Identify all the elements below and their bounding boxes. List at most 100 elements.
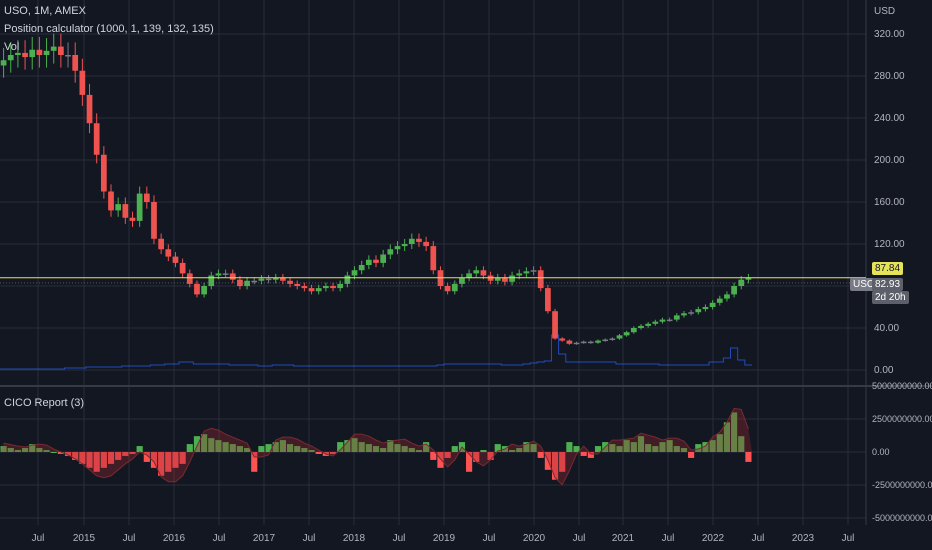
candle-body — [179, 262, 186, 274]
candle-body — [208, 275, 215, 286]
candle-body — [165, 249, 172, 257]
osc-bar — [530, 444, 537, 452]
osc-bar — [57, 452, 64, 454]
osc-line — [3, 407, 749, 486]
candle-body — [229, 273, 236, 280]
osc-bar — [265, 444, 272, 452]
candle-body — [344, 275, 351, 284]
osc-bar — [272, 442, 279, 452]
time-label: Jul — [752, 533, 765, 544]
candle-body — [552, 311, 558, 339]
osc-bar — [236, 446, 244, 452]
candle-body — [473, 270, 480, 274]
osc-bar — [487, 452, 494, 460]
candle-body — [580, 341, 587, 344]
candle-body — [15, 52, 21, 55]
osc-bar — [444, 452, 451, 458]
candle-body — [666, 319, 673, 322]
candle-body — [688, 312, 694, 314]
countdown-tag: 2d 20h — [872, 291, 909, 304]
candle-body — [545, 288, 551, 312]
candle-body — [595, 340, 601, 343]
candle-body — [72, 55, 79, 71]
candle-body — [373, 259, 379, 263]
osc-bar — [258, 446, 265, 452]
candle-body — [380, 254, 387, 263]
candle-body — [566, 340, 573, 344]
candle-body — [79, 70, 86, 95]
osc-bar — [508, 450, 516, 452]
osc-bar — [122, 452, 129, 456]
candle-body — [387, 249, 394, 255]
candle-body — [186, 273, 193, 284]
candle-body — [716, 298, 723, 303]
osc-bar — [43, 450, 50, 452]
osc-bar — [86, 452, 93, 468]
candle-body — [652, 321, 659, 324]
osc-bar — [473, 452, 480, 462]
osc-bar — [208, 438, 215, 452]
osc-bar — [451, 446, 458, 452]
osc-bar — [702, 442, 709, 452]
candle-body — [237, 279, 243, 286]
osc-bar — [594, 446, 602, 452]
osc-bar — [380, 448, 387, 452]
candle-body — [194, 283, 200, 295]
osc-bar — [537, 452, 544, 458]
price-tick-label: 120.00 — [874, 239, 905, 250]
price-tick-label: 280.00 — [874, 71, 905, 82]
osc-bar — [673, 446, 680, 452]
osc-bar — [21, 448, 29, 452]
osc-tick-label: -2500000000.00 — [872, 480, 932, 490]
osc-bar — [0, 446, 7, 452]
candle-body — [258, 278, 265, 281]
osc-bar — [229, 444, 236, 452]
osc-bar — [50, 452, 57, 453]
candle-body — [323, 286, 329, 289]
osc-tick-label: 5000000000.00 — [872, 381, 932, 391]
candle-body — [36, 49, 43, 55]
candle-body — [702, 307, 709, 310]
candle-body — [695, 309, 702, 313]
osc-bar — [623, 440, 630, 452]
candle-body — [122, 204, 129, 218]
osc-bar — [709, 440, 716, 452]
osc-bar — [645, 444, 652, 452]
candle-body — [509, 275, 515, 282]
osc-bar — [351, 438, 358, 452]
time-label: 2016 — [163, 533, 186, 544]
candle-body — [494, 277, 501, 281]
candle-body — [502, 277, 508, 282]
osc-tick-label: 0.00 — [872, 447, 890, 457]
volume-series — [0, 334, 752, 370]
osc-tick-label: 2500000000.00 — [872, 414, 932, 424]
osc-bar — [186, 444, 193, 452]
price-tick-label: 320.00 — [874, 29, 905, 40]
osc-bar — [637, 436, 645, 452]
osc-bar — [680, 448, 688, 452]
price-tick-label: 240.00 — [874, 113, 905, 124]
osc-bar — [738, 436, 745, 452]
osc-bar — [129, 452, 136, 454]
osc-bar — [731, 412, 738, 452]
candle-body — [43, 50, 50, 55]
candle-body — [537, 270, 544, 289]
candle-body — [358, 265, 365, 271]
price-tick-label: 0.00 — [874, 365, 894, 376]
candle-body — [65, 55, 71, 57]
price-tick-label: 200.00 — [874, 155, 905, 166]
time-label: Jul — [32, 533, 45, 544]
osc-bar — [36, 448, 43, 452]
osc-bar — [523, 442, 530, 452]
osc-bar — [516, 448, 523, 452]
candle-body — [108, 191, 114, 211]
time-label: Jul — [842, 533, 855, 544]
osc-bar — [723, 422, 731, 452]
osc-bar — [143, 452, 150, 462]
osc-bar — [630, 442, 637, 452]
osc-bar — [7, 448, 14, 452]
candle-body — [530, 270, 537, 272]
osc-bar — [430, 452, 437, 460]
candle-body — [451, 283, 458, 292]
